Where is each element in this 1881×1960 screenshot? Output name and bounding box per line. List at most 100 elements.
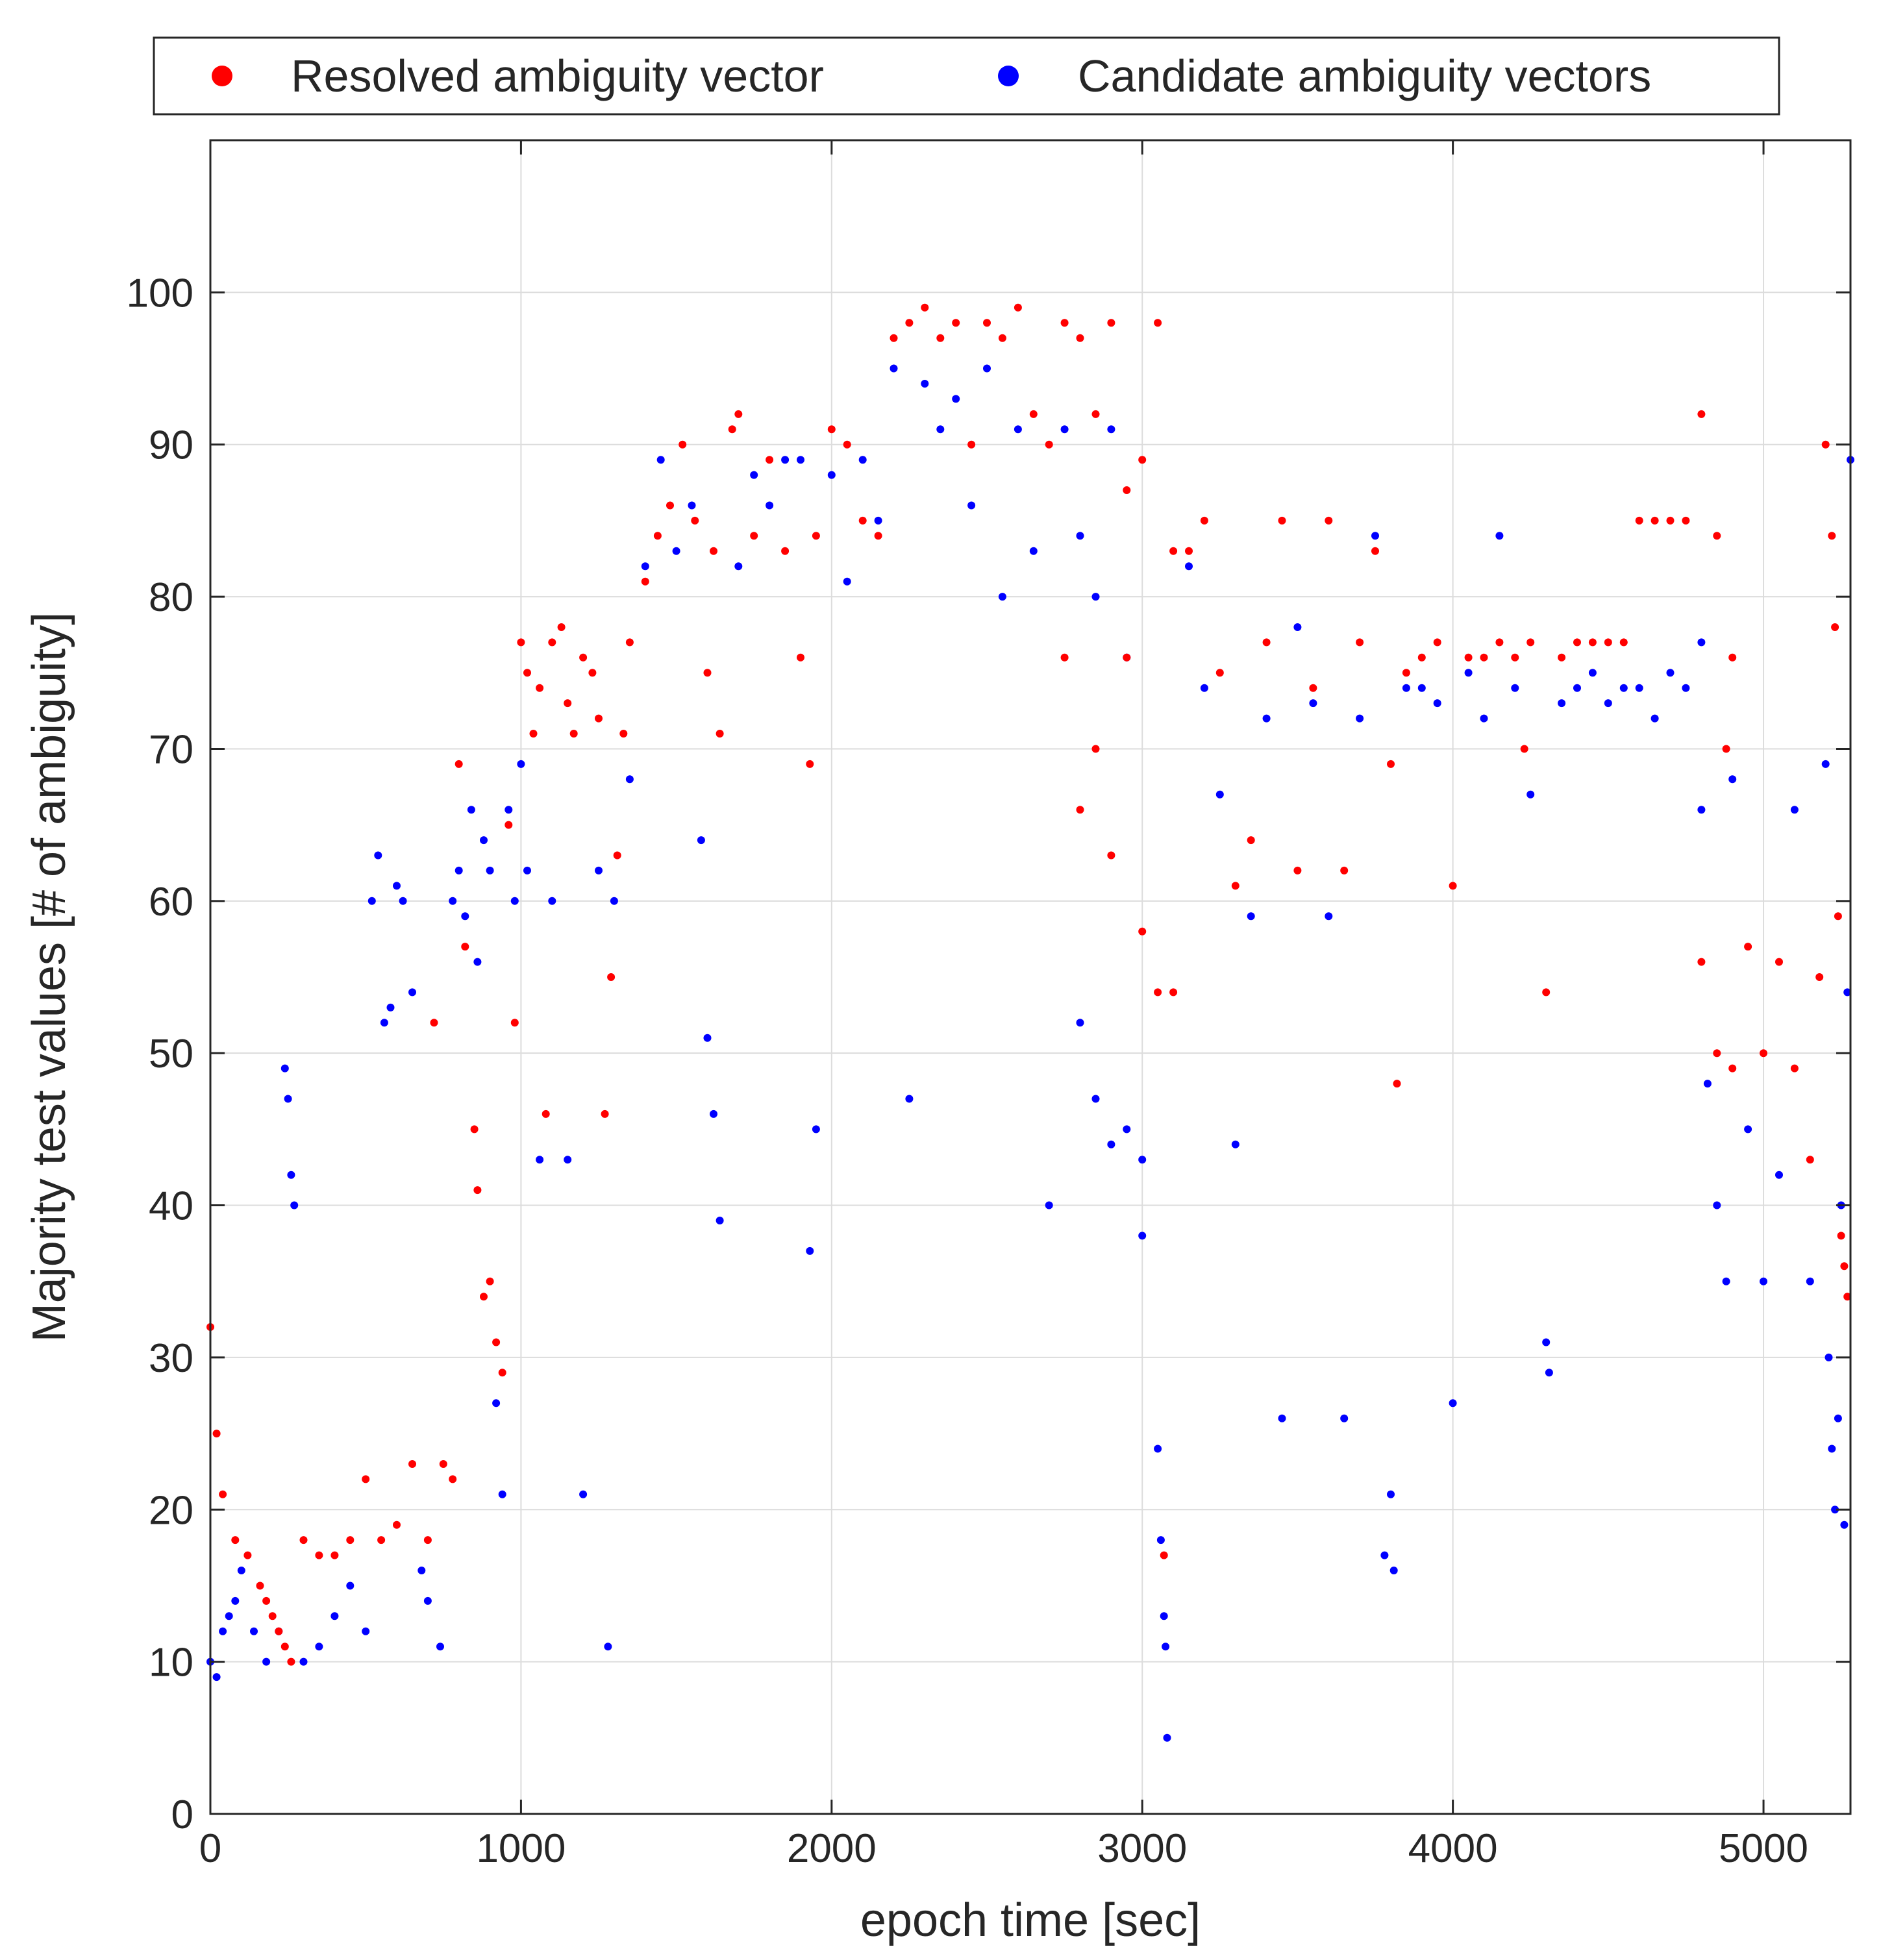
- data-point: [1722, 745, 1730, 753]
- plot-area: [210, 140, 1850, 1814]
- data-point: [231, 1536, 240, 1544]
- data-point: [284, 1095, 292, 1103]
- data-point: [455, 760, 463, 768]
- data-point: [750, 471, 758, 479]
- data-point: [461, 943, 469, 951]
- data-point: [467, 806, 475, 814]
- data-point: [1831, 1506, 1839, 1514]
- data-point: [280, 1064, 289, 1073]
- data-point: [1821, 440, 1830, 449]
- data-point: [858, 456, 867, 464]
- data-point: [921, 380, 929, 388]
- data-point: [619, 730, 628, 738]
- data-point: [517, 760, 525, 768]
- data-point: [716, 1217, 724, 1224]
- data-point: [936, 334, 945, 342]
- y-tick-label: 80: [149, 575, 193, 620]
- series-resolved: [206, 303, 1852, 1666]
- legend: Resolved ambiguity vector Candidate ambi…: [153, 36, 1780, 116]
- data-point: [536, 684, 544, 692]
- data-point: [536, 1156, 544, 1164]
- data-point: [473, 1186, 482, 1195]
- data-point: [936, 425, 945, 434]
- data-point: [287, 1657, 295, 1666]
- y-tick-label: 70: [149, 727, 193, 772]
- data-point: [1619, 684, 1628, 692]
- data-point: [486, 866, 494, 875]
- data-point: [1014, 303, 1022, 312]
- data-point: [430, 1019, 438, 1027]
- data-point: [1682, 684, 1690, 692]
- data-point: [766, 456, 774, 464]
- data-point: [1278, 1414, 1286, 1422]
- data-point: [827, 425, 836, 434]
- data-point: [1840, 1520, 1849, 1529]
- data-point: [1666, 516, 1675, 525]
- data-point: [408, 1460, 416, 1468]
- data-point: [1060, 425, 1069, 434]
- data-point: [1060, 319, 1069, 327]
- data-point: [601, 1110, 609, 1118]
- data-point: [1806, 1277, 1814, 1285]
- data-point: [921, 303, 929, 312]
- data-point: [734, 410, 743, 418]
- data-point: [1542, 988, 1551, 997]
- data-point: [1200, 516, 1208, 525]
- data-point: [1573, 638, 1581, 647]
- data-point: [1828, 532, 1836, 540]
- data-point: [346, 1536, 355, 1544]
- data-point: [1840, 1262, 1849, 1271]
- data-point: [231, 1596, 240, 1605]
- data-point: [1682, 516, 1690, 525]
- x-tick-label: 5000: [1719, 1826, 1808, 1871]
- data-point: [564, 1156, 572, 1164]
- data-point: [1262, 638, 1271, 647]
- data-point: [905, 1095, 914, 1103]
- data-point: [1123, 486, 1131, 494]
- data-point: [439, 1460, 447, 1468]
- data-point: [1340, 866, 1349, 875]
- data-point: [858, 516, 867, 525]
- data-point: [557, 623, 566, 631]
- data-point: [1160, 1551, 1168, 1559]
- data-point: [1464, 669, 1473, 677]
- data-point: [1834, 1414, 1842, 1422]
- data-point: [1138, 927, 1147, 936]
- data-point: [290, 1201, 299, 1209]
- data-point: [1107, 851, 1115, 860]
- data-point: [1545, 1369, 1553, 1377]
- data-point: [498, 1490, 506, 1498]
- data-point: [967, 501, 976, 510]
- data-point: [579, 1490, 588, 1498]
- data-point: [1511, 653, 1519, 662]
- data-point: [797, 456, 804, 464]
- data-point: [1247, 912, 1255, 921]
- data-point: [1666, 669, 1675, 677]
- data-point: [461, 912, 469, 921]
- data-point: [523, 669, 531, 677]
- data-point: [1722, 1277, 1730, 1285]
- data-point: [1014, 425, 1022, 434]
- data-point: [287, 1171, 295, 1179]
- data-point: [1588, 669, 1597, 677]
- data-point: [1154, 319, 1162, 327]
- data-point: [874, 532, 882, 540]
- data-point: [1156, 1536, 1165, 1544]
- data-point: [1091, 1095, 1100, 1103]
- data-point: [1154, 1445, 1162, 1453]
- data-point: [1480, 653, 1488, 662]
- data-point: [408, 988, 416, 997]
- data-point: [710, 1110, 717, 1118]
- data-point: [470, 1125, 479, 1134]
- data-point: [492, 1338, 501, 1346]
- data-point: [1604, 699, 1612, 708]
- data-point: [315, 1551, 323, 1559]
- data-point: [1588, 638, 1597, 647]
- data-point: [1060, 653, 1069, 662]
- data-point: [691, 516, 699, 525]
- data-point: [1029, 410, 1038, 418]
- data-point: [1697, 410, 1706, 418]
- data-point: [423, 1596, 432, 1605]
- y-tick-label: 90: [149, 423, 193, 468]
- data-point: [703, 1034, 712, 1042]
